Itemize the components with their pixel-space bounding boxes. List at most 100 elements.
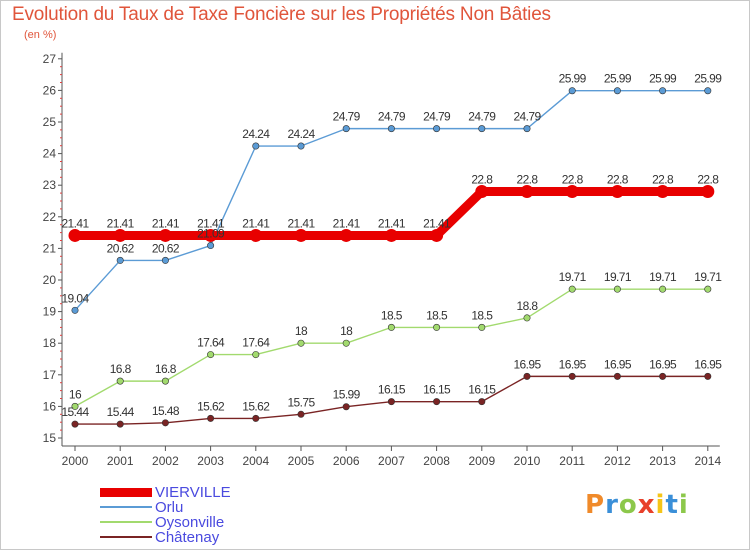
- data-label-oysonville: 19.71: [604, 270, 632, 284]
- legend-swatch-oysonville: [100, 521, 152, 523]
- data-point-orlu: [342, 125, 350, 133]
- data-point-vierville: [520, 185, 534, 199]
- data-point-chatenay: [297, 410, 305, 418]
- data-point-chatenay: [207, 414, 215, 422]
- data-point-orlu: [659, 87, 667, 95]
- data-point-vierville: [158, 228, 172, 242]
- x-tick-label: 2005: [288, 454, 315, 468]
- data-point-vierville: [249, 228, 263, 242]
- data-point-vierville: [339, 228, 353, 242]
- y-tick-label: 16: [43, 399, 57, 413]
- data-point-vierville: [430, 228, 444, 242]
- y-tick-label: 27: [43, 52, 57, 66]
- data-point-oysonville: [252, 351, 260, 359]
- data-label-vierville: 22.8: [562, 173, 584, 187]
- data-label-vierville: 22.8: [517, 173, 539, 187]
- data-label-vierville: 22.8: [471, 173, 493, 187]
- data-point-orlu: [613, 87, 621, 95]
- y-tick-label: 26: [43, 83, 57, 97]
- y-tick-label: 23: [43, 178, 57, 192]
- y-tick-label: 18: [43, 336, 57, 350]
- data-point-chatenay: [704, 372, 712, 380]
- data-label-oysonville: 18: [295, 324, 308, 338]
- x-tick-label: 2000: [62, 454, 89, 468]
- data-label-oysonville: 18.8: [517, 299, 539, 313]
- data-point-orlu: [252, 142, 260, 150]
- data-point-vierville: [113, 228, 127, 242]
- data-point-orlu: [71, 306, 79, 314]
- data-point-orlu: [387, 125, 395, 133]
- x-tick-label: 2008: [423, 454, 450, 468]
- legend-label-oysonville: Oysonville: [155, 513, 225, 531]
- data-point-orlu: [704, 87, 712, 95]
- data-point-vierville: [701, 185, 715, 199]
- y-tick-label: 15: [43, 431, 57, 445]
- data-label-oysonville: 16.8: [155, 362, 177, 376]
- y-tick-label: 20: [43, 273, 57, 287]
- data-point-chatenay: [116, 420, 124, 428]
- data-point-oysonville: [478, 323, 486, 331]
- data-label-chatenay: 16.15: [468, 383, 496, 397]
- data-label-chatenay: 16.95: [513, 357, 541, 371]
- data-label-orlu: 24.79: [378, 110, 406, 124]
- data-point-vierville: [656, 185, 670, 199]
- data-point-vierville: [610, 185, 624, 199]
- chart-title: Evolution du Taux de Taxe Foncière sur l…: [12, 4, 551, 25]
- data-point-oysonville: [613, 285, 621, 293]
- data-point-oysonville: [433, 323, 441, 331]
- logo-letter: P: [585, 490, 606, 520]
- data-label-orlu: 25.99: [694, 72, 722, 86]
- data-point-oysonville: [342, 339, 350, 347]
- data-point-oysonville: [297, 339, 305, 347]
- data-point-oysonville: [704, 285, 712, 293]
- data-label-orlu: 24.24: [287, 127, 315, 141]
- x-tick-label: 2011: [559, 454, 585, 468]
- y-tick-label: 22: [43, 210, 57, 224]
- data-point-chatenay: [252, 414, 260, 422]
- data-label-chatenay: 16.95: [694, 357, 722, 371]
- data-point-chatenay: [433, 398, 441, 406]
- data-label-oysonville: 17.64: [197, 336, 225, 350]
- data-label-chatenay: 16.95: [649, 357, 677, 371]
- data-point-orlu: [523, 125, 531, 133]
- data-label-chatenay: 15.48: [152, 404, 180, 418]
- data-label-chatenay: 16.95: [604, 357, 632, 371]
- data-label-chatenay: 15.44: [107, 405, 135, 419]
- y-tick-label: 17: [43, 368, 57, 382]
- data-label-orlu: 20.62: [107, 241, 135, 255]
- data-label-vierville: 21.41: [107, 216, 135, 230]
- legend-item-chatenay: Châtenay: [100, 529, 219, 545]
- x-tick-label: 2002: [152, 454, 179, 468]
- data-point-vierville: [565, 185, 579, 199]
- x-tick-label: 2006: [333, 454, 360, 468]
- data-point-vierville: [384, 228, 398, 242]
- data-point-chatenay: [478, 398, 486, 406]
- chart-subtitle: (en %): [24, 29, 57, 41]
- data-point-chatenay: [568, 372, 576, 380]
- data-label-chatenay: 16.15: [423, 383, 451, 397]
- data-point-oysonville: [116, 377, 124, 385]
- data-label-oysonville: 16: [69, 387, 82, 401]
- data-label-chatenay: 15.75: [287, 395, 315, 409]
- proxiti-logo[interactable]: Proxiti: [585, 490, 689, 520]
- data-point-orlu: [207, 242, 215, 250]
- data-label-vierville: 21.41: [197, 216, 225, 230]
- data-point-vierville: [475, 185, 489, 199]
- y-tick-label: 21: [43, 241, 57, 255]
- data-label-orlu: 25.99: [649, 72, 677, 86]
- data-label-vierville: 21.41: [287, 216, 315, 230]
- logo-letter: t: [665, 490, 679, 520]
- y-tick-label: 25: [43, 115, 57, 129]
- data-point-orlu: [297, 142, 305, 150]
- data-point-oysonville: [568, 285, 576, 293]
- data-label-oysonville: 19.71: [559, 270, 587, 284]
- data-label-orlu: 24.79: [468, 110, 496, 124]
- data-point-orlu: [161, 256, 169, 264]
- x-tick-label: 2009: [468, 454, 495, 468]
- y-tick-label: 19: [43, 305, 57, 319]
- data-point-chatenay: [71, 420, 79, 428]
- data-point-orlu: [116, 256, 124, 264]
- data-point-orlu: [478, 125, 486, 133]
